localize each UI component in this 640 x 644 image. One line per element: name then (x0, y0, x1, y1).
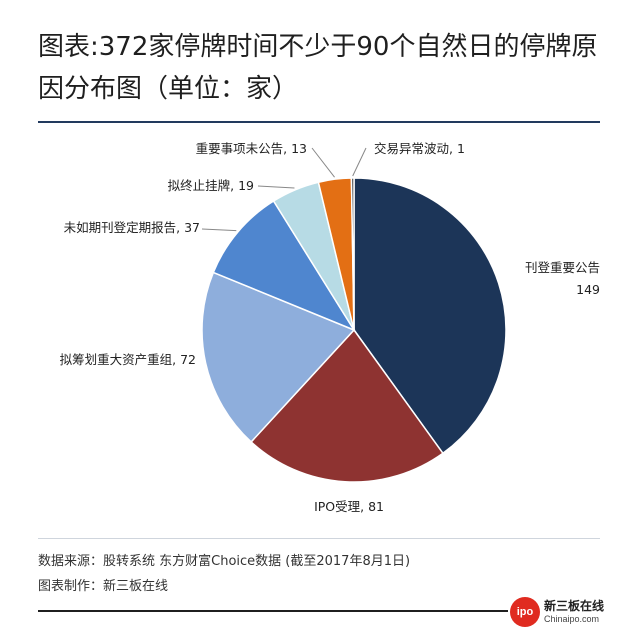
pie-slice-4 (212, 199, 356, 332)
leader-lines (201, 147, 367, 232)
pie-chart: 刊登重要公告 149 IPO受理, 81 拟筹划重大资产重组, 72 未如期刊登定期报告… (60, 141, 600, 514)
ipo-logo-icon: ipo (510, 597, 540, 627)
pie-slice-1 (353, 177, 507, 455)
leader-line-7 (352, 147, 367, 177)
pie-slice-7 (350, 177, 355, 331)
leader-line-5 (257, 185, 295, 189)
footer-divider (38, 538, 600, 539)
slice-label-1: 刊登重要公告 149 (525, 260, 600, 297)
brand-logo: ipo 新三板在线 Chinaipo.com (510, 595, 610, 635)
logo-divider (38, 610, 508, 612)
slice-label-5: 拟终止挂牌, 19 (168, 178, 254, 193)
pie-slices (201, 177, 507, 483)
slice-label-3: 拟筹划重大资产重组, 72 (60, 352, 196, 367)
chart-maker-note: 图表制作：新三板在线 (38, 579, 169, 594)
title-divider (38, 121, 600, 123)
data-source-note: 数据来源：股转系统 东方财富Choice数据 (截至2017年8月1日) (38, 554, 411, 569)
leader-line-4 (201, 228, 237, 232)
leader-line-6 (311, 147, 335, 178)
slice-label-2: IPO受理, 81 (314, 499, 384, 514)
chart-title: 图表:372家停牌时间不少于90个自然日的停牌原因分布图（单位：家） (38, 32, 598, 104)
brand-site: Chinaipo.com (544, 614, 600, 624)
slice-label-4: 未如期刊登定期报告, 37 (64, 220, 200, 235)
brand-name: 新三板在线 (544, 599, 605, 613)
slice-labels: 刊登重要公告 149 IPO受理, 81 拟筹划重大资产重组, 72 未如期刊登定期报告… (60, 141, 600, 514)
slice-label-6: 重要事项未公告, 13 (196, 141, 307, 156)
pie-slice-2 (250, 328, 444, 483)
slice-label-7: 交易异常波动, 1 (374, 141, 465, 156)
